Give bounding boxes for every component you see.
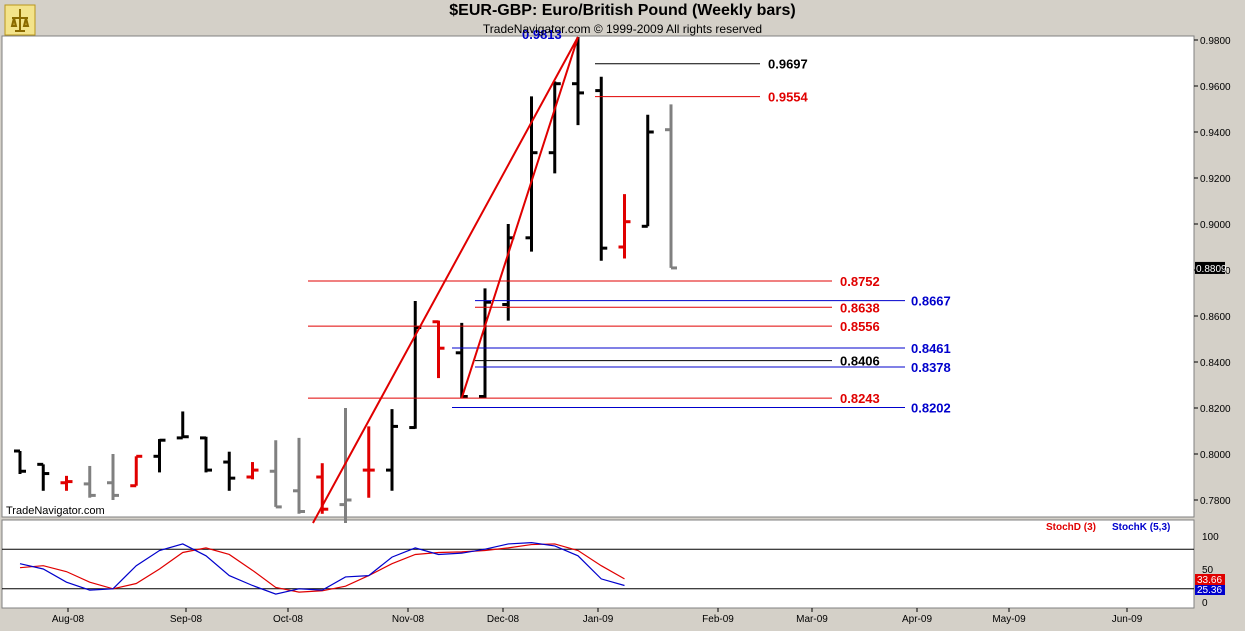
ohlc-bar	[107, 454, 119, 500]
stoch-k-legend: StochK (5,3)	[1112, 522, 1170, 533]
watermark-text: TradeNavigator.com	[6, 505, 105, 517]
ohlc-bar	[386, 409, 398, 491]
price-tick-label: 0.9800	[1200, 36, 1231, 47]
price-tick-label: 0.8600	[1200, 312, 1231, 323]
stoch-k-line	[19, 541, 625, 595]
ohlc-bar	[339, 408, 352, 523]
stoch-d-badge	[1195, 574, 1225, 585]
ohlc-bar	[130, 454, 143, 488]
level-label: 0.8752	[840, 274, 880, 289]
ohlc-bar	[479, 288, 491, 399]
ohlc-bar	[618, 194, 631, 259]
level-label: 0.9554	[768, 90, 809, 105]
ohlc-bar	[362, 426, 375, 498]
ohlc-bar	[60, 475, 73, 491]
ohlc-bar	[246, 462, 259, 480]
ohlc-bar	[223, 451, 236, 491]
level-label: 0.8406	[840, 354, 880, 369]
ohlc-bar	[200, 436, 212, 473]
date-label: Nov-08	[392, 614, 425, 625]
date-label: Oct-08	[273, 614, 303, 625]
current-price-badge	[1195, 261, 1225, 274]
price-tick-label: 0.9200	[1200, 174, 1231, 185]
price-tick-label: 0.9600	[1200, 82, 1231, 93]
stoch-tick-label: 100	[1202, 532, 1219, 543]
date-label: Feb-09	[702, 614, 734, 625]
ohlc-bar	[432, 320, 445, 379]
stoch-d-value: 33.66	[1197, 575, 1222, 586]
ohlc-bar	[572, 37, 584, 126]
copyright-text: TradeNavigator.com © 1999-2009 All right…	[482, 22, 763, 36]
stoch-d-legend: StochD (3)	[1046, 522, 1096, 533]
stoch-k-value: 25.36	[1197, 585, 1222, 596]
date-label: Dec-08	[487, 614, 520, 625]
ohlc-bar	[176, 411, 189, 440]
price-tick-label: 0.7800	[1200, 496, 1231, 507]
date-label: Mar-09	[796, 614, 828, 625]
trend-line	[312, 36, 579, 524]
price-tick-label: 0.9400	[1200, 128, 1231, 139]
level-label: 0.8638	[840, 300, 880, 315]
stoch-d-line	[19, 543, 625, 593]
date-label: Sep-08	[170, 614, 203, 625]
level-label: 0.8202	[911, 401, 951, 416]
ohlc-bar	[595, 76, 608, 261]
ohlc-bar	[665, 104, 677, 270]
ohlc-bar	[548, 81, 561, 174]
stoch-k-badge	[1195, 585, 1225, 595]
trade-navigator-logo	[4, 4, 36, 36]
level-label: 0.8378	[911, 360, 951, 375]
date-label: May-09	[992, 614, 1026, 625]
stoch-tick-label: 50	[1202, 565, 1214, 576]
price-tick-label: 0.8000	[1200, 450, 1231, 461]
ohlc-bar	[83, 465, 96, 498]
chart-title: $EUR-GBP: Euro/British Pound (Weekly bar…	[449, 2, 796, 19]
date-label: Aug-08	[52, 614, 85, 625]
ohlc-bar	[293, 437, 305, 514]
ohlc-bar	[269, 440, 282, 509]
level-label: 0.8556	[840, 319, 880, 334]
high-label: 0.9813	[522, 27, 562, 42]
level-label: 0.9697	[768, 57, 808, 72]
price-tick-label: 0.8200	[1200, 404, 1231, 415]
price-tick-label: 0.8400	[1200, 358, 1231, 369]
level-label: 0.8243	[840, 391, 880, 406]
ohlc-bar	[153, 438, 166, 473]
ohlc-bar	[37, 462, 50, 491]
level-label: 0.8667	[911, 294, 951, 309]
ohlc-bar	[641, 114, 654, 228]
date-label: Jan-09	[583, 614, 614, 625]
level-label: 0.8461	[911, 341, 951, 356]
price-tick-label: 0.9000	[1200, 220, 1231, 231]
current-price-label: 0.8809	[1196, 264, 1227, 275]
date-label: Jun-09	[1112, 614, 1143, 625]
date-label: Apr-09	[902, 614, 932, 625]
ohlc-bar	[14, 449, 26, 475]
price-panel	[1, 35, 1195, 518]
stoch-tick-label: 0	[1202, 598, 1208, 609]
